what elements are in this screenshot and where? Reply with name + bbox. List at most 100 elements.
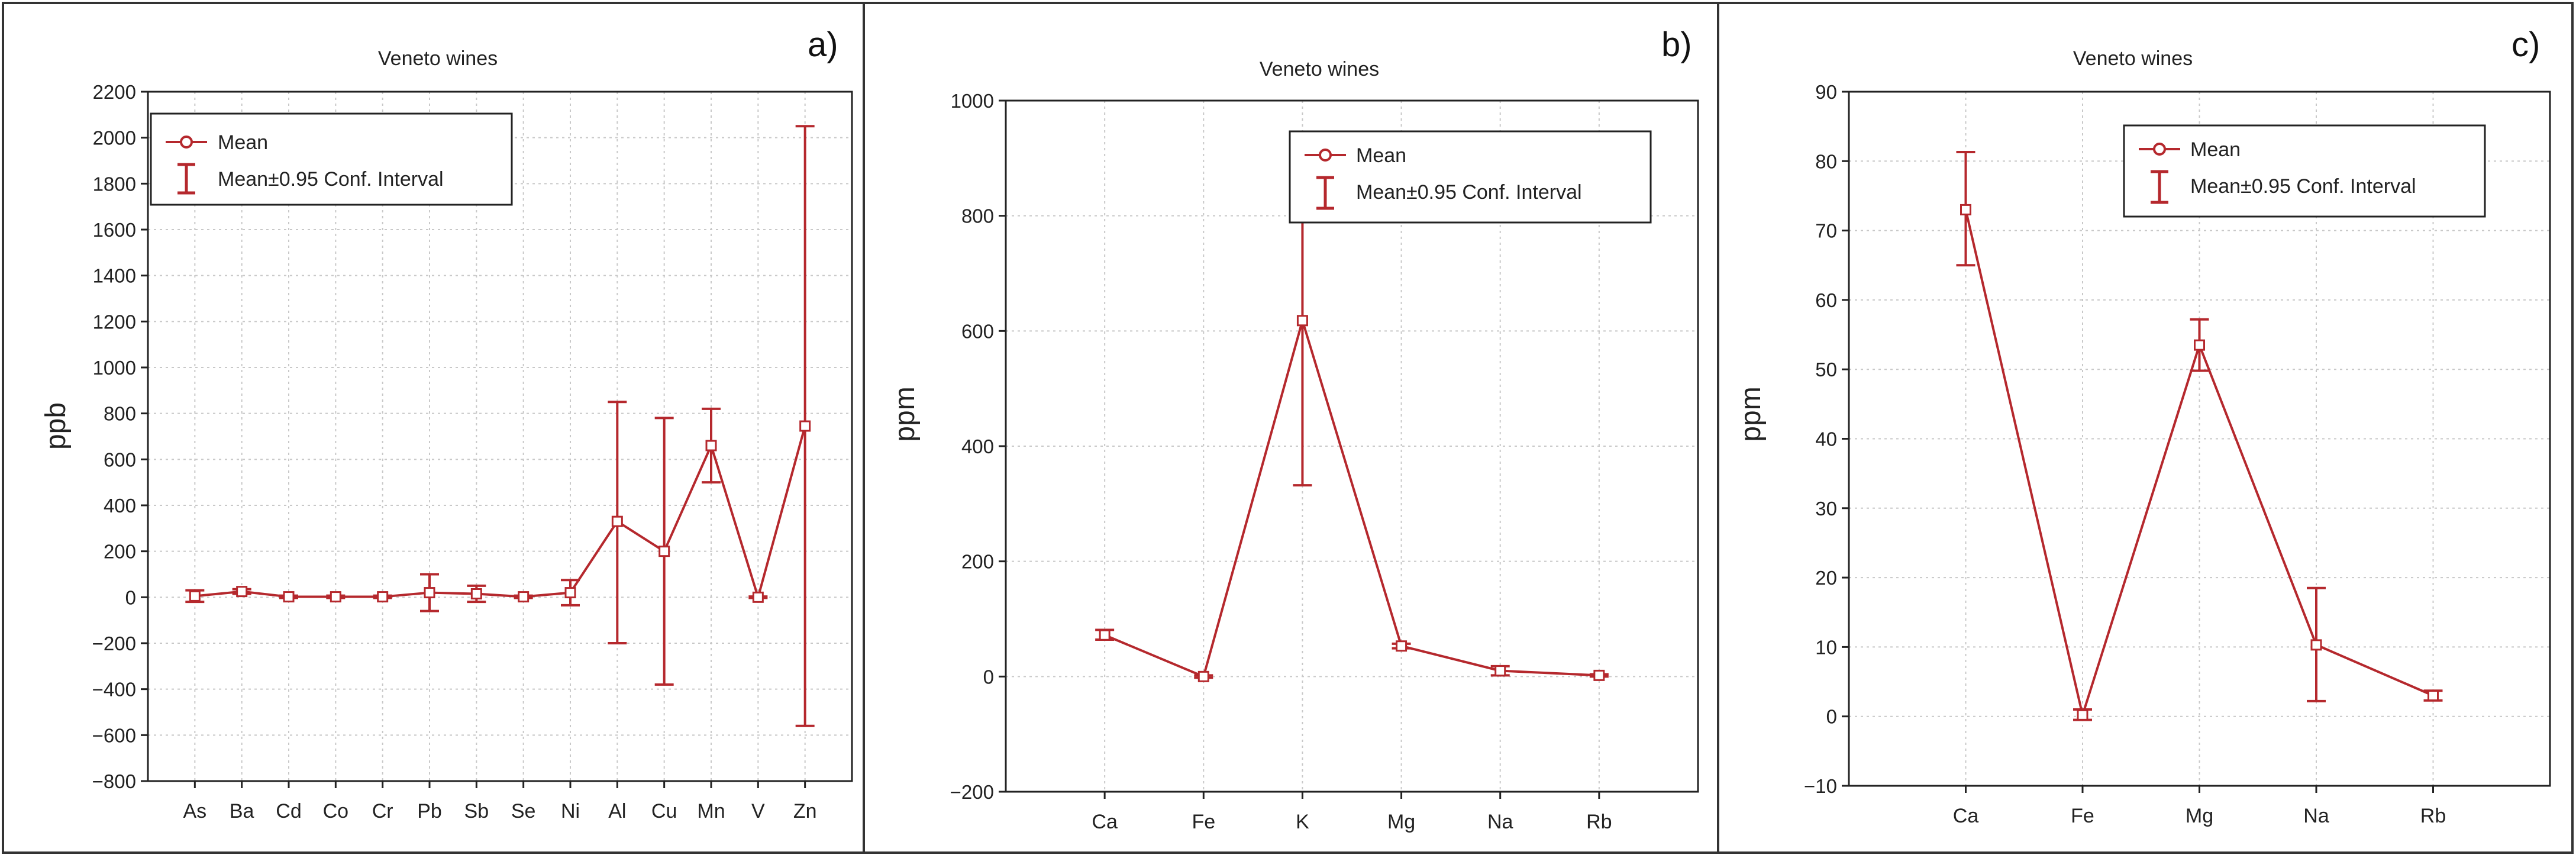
y-tick-label: 200 xyxy=(104,541,136,563)
mean-point xyxy=(518,591,530,603)
y-tick-label: 90 xyxy=(1815,81,1837,103)
mean-point xyxy=(1296,315,1308,327)
x-tick-label: Ni xyxy=(561,800,580,822)
mean-point xyxy=(2427,690,2439,702)
mean-point xyxy=(330,591,341,603)
y-tick-label: 600 xyxy=(104,449,136,470)
y-axis-label-b: ppm xyxy=(889,386,921,441)
legend-label-ci-b: Mean±0.95 Conf. Interval xyxy=(1356,181,1582,204)
y-tick-label: 0 xyxy=(1826,706,1837,728)
grid-a xyxy=(148,92,852,781)
x-tick-label: Al xyxy=(608,800,626,822)
legend-box-b xyxy=(1289,130,1652,224)
y-tick-label: 400 xyxy=(104,495,136,517)
mean-point xyxy=(564,587,576,599)
y-tick-label: 600 xyxy=(961,320,994,342)
legend-label-ci-a: Mean±0.95 Conf. Interval xyxy=(218,168,444,191)
x-tick-label: Mn xyxy=(697,800,725,822)
y-tick-label: −10 xyxy=(1804,775,1837,797)
legend-box-a xyxy=(150,112,513,206)
axes-b: −200 0 200 400 600 800 1000 Ca Fe K Mg Na Rb xyxy=(950,90,1699,833)
x-tick-label: Fe xyxy=(2071,805,2094,827)
x-tick-label: Ca xyxy=(1953,805,1979,827)
mean-point xyxy=(1396,640,1408,652)
mean-line xyxy=(195,425,806,602)
x-tick-label: Zn xyxy=(793,800,817,822)
y-tick-label: 800 xyxy=(104,403,136,425)
x-tick-label: Mg xyxy=(2186,805,2213,827)
y-tick-label: 0 xyxy=(125,586,136,608)
legend-c: Mean Mean±0.95 Conf. Interval xyxy=(2123,124,2486,218)
mean-point xyxy=(470,588,482,600)
y-tick-label: 1800 xyxy=(93,173,136,195)
x-tick-label: Na xyxy=(1487,811,1513,833)
legend-label-mean-c: Mean xyxy=(2190,138,2241,161)
legend-marker-ci-b xyxy=(1316,176,1334,210)
x-tick-label: As xyxy=(183,800,206,822)
mean-line xyxy=(1104,316,1599,679)
plot-area-frame xyxy=(147,91,853,782)
y-tick-label: 30 xyxy=(1815,498,1837,520)
x-tick-label: Rb xyxy=(1586,811,1612,833)
legend-box-c xyxy=(2123,124,2486,218)
y-tick-label: 1200 xyxy=(93,311,136,333)
mean-point xyxy=(1494,665,1506,677)
x-tick-label: Pb xyxy=(417,800,442,822)
y-tick-label: 40 xyxy=(1815,428,1837,450)
panel-label-c: c) xyxy=(2512,25,2540,64)
y-tick-label: 2200 xyxy=(93,81,136,103)
y-tick-label: 200 xyxy=(961,551,994,573)
legend-marker-mean-c xyxy=(2153,143,2166,156)
chart-title-c: Veneto wines xyxy=(2073,47,2193,70)
y-tick-label: 1600 xyxy=(93,219,136,241)
mean-point xyxy=(283,591,295,603)
mean-point xyxy=(1197,670,1209,682)
axes-c: −10 0 10 20 30 40 50 60 70 80 90 Ca Fe Mg Na Rb xyxy=(1804,81,2551,827)
x-tick-label: K xyxy=(1296,811,1309,833)
x-tick-label: Cu xyxy=(651,800,677,822)
series-b xyxy=(1099,315,1605,682)
x-tick-label: Ba xyxy=(230,800,254,822)
legend-marker-mean-a xyxy=(180,136,193,149)
x-tick-label: V xyxy=(751,800,765,822)
y-tick-label: 20 xyxy=(1815,567,1837,589)
mean-point xyxy=(752,591,764,603)
y-axis-label-a: ppb xyxy=(40,402,72,450)
x-tick-label: Cd xyxy=(276,800,301,822)
y-tick-label: 50 xyxy=(1815,359,1837,380)
legend-marker-ci-a xyxy=(177,163,195,195)
mean-point xyxy=(424,587,435,599)
series-a xyxy=(189,420,811,603)
y-tick-label: 70 xyxy=(1815,220,1837,242)
mean-point xyxy=(1960,204,1971,215)
chart-title-a: Veneto wines xyxy=(378,47,498,70)
y-tick-label: 1000 xyxy=(951,90,994,112)
mean-point xyxy=(236,586,248,598)
y-tick-label: 800 xyxy=(961,205,994,227)
legend-label-mean-b: Mean xyxy=(1356,144,1406,167)
legend-marker-ci-c xyxy=(2151,170,2168,204)
legend-label-mean-a: Mean xyxy=(218,131,268,154)
series-c xyxy=(1960,204,2439,721)
chart-panel-a: −800 −600 −400 −200 0 200 400 600 800 1000 1200 140… xyxy=(40,25,853,822)
mean-point xyxy=(2077,709,2088,721)
panel-label-a: a) xyxy=(808,25,838,64)
x-tick-label: Sb xyxy=(464,800,489,822)
y-tick-label: 400 xyxy=(961,436,994,457)
y-tick-label: 80 xyxy=(1815,150,1837,172)
x-tick-label: Fe xyxy=(1192,811,1215,833)
legend-a: Mean Mean±0.95 Conf. Interval xyxy=(150,112,513,206)
mean-point xyxy=(1593,669,1605,681)
legend-b: Mean Mean±0.95 Conf. Interval xyxy=(1289,130,1652,224)
legend-marker-mean-b xyxy=(1319,149,1332,162)
mean-point xyxy=(799,420,811,432)
mean-point xyxy=(377,591,389,603)
y-tick-label: −400 xyxy=(92,679,136,701)
y-axis-label-c: ppm xyxy=(1735,386,1767,441)
mean-point xyxy=(658,546,670,557)
y-tick-label: 10 xyxy=(1815,636,1837,658)
chart-title-b: Veneto wines xyxy=(1260,58,1379,80)
chart-panel-b: −200 0 200 400 600 800 1000 Ca Fe K Mg Na Rb Veneto … xyxy=(889,25,1699,833)
x-tick-label: Ca xyxy=(1092,811,1118,833)
